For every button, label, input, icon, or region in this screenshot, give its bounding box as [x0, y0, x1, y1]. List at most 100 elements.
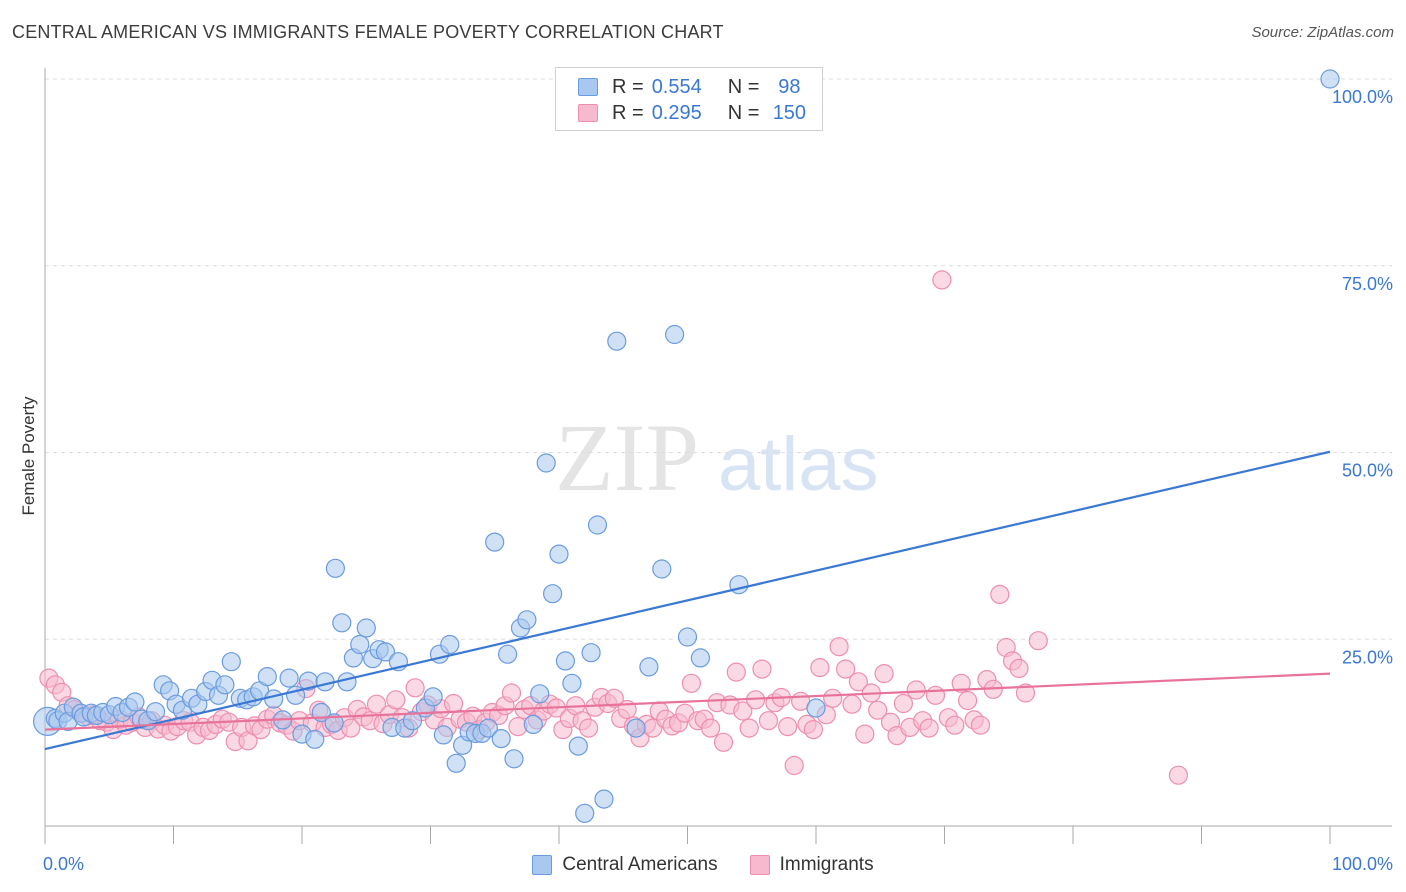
- central-americans-point: [626, 718, 646, 738]
- immigrants-point: [893, 693, 914, 714]
- central-americans-point: [257, 666, 277, 687]
- immigrants-point: [906, 680, 926, 700]
- central-americans-point: [690, 648, 711, 668]
- central-americans-trend-line: [44, 450, 1331, 751]
- immigrants-point: [951, 673, 971, 693]
- central-americans-point: [264, 689, 284, 709]
- central-americans-point: [523, 714, 543, 735]
- central-americans-point: [125, 692, 145, 712]
- immigrants-point: [726, 662, 746, 682]
- central-americans-point: [542, 584, 563, 604]
- blue-swatch: [532, 855, 553, 875]
- immigrants-point: [945, 715, 965, 735]
- central-americans-point: [145, 702, 166, 722]
- central-americans-point: [332, 613, 352, 633]
- trend-lines: [44, 450, 1331, 751]
- central-americans-point: [536, 453, 556, 473]
- immigrants-point: [700, 718, 721, 738]
- central-americans-point: [504, 749, 524, 769]
- central-americans-point: [485, 532, 505, 552]
- central-americans-point: [350, 634, 370, 655]
- immigrants-point: [970, 715, 991, 735]
- blue-swatch: [578, 78, 598, 96]
- series-legend: Central Americans Immigrants: [0, 852, 1406, 878]
- n-value: 98: [778, 75, 801, 98]
- r-label: R =: [612, 75, 644, 98]
- central-americans-point: [433, 725, 453, 745]
- x-tick-label: 0.0%: [43, 854, 84, 874]
- legend-label: Central Americans: [562, 854, 718, 875]
- central-americans-point: [562, 673, 582, 693]
- source-label: Source: ZipAtlas.com: [1251, 24, 1394, 41]
- central-americans-point: [221, 652, 241, 672]
- central-americans-point: [664, 324, 685, 345]
- central-americans-point: [215, 675, 235, 695]
- legend-item-central-americans: Central Americans: [532, 854, 718, 876]
- immigrants-point: [713, 732, 734, 752]
- central-americans-point: [498, 644, 518, 664]
- central-americans-point: [324, 713, 344, 733]
- immigrants-point: [990, 584, 1010, 605]
- central-americans-point: [440, 634, 460, 655]
- central-americans-point: [423, 687, 443, 707]
- immigrants-point: [848, 672, 869, 692]
- immigrants-point: [733, 701, 753, 721]
- central-americans-point: [517, 610, 537, 630]
- immigrants-point: [932, 270, 952, 290]
- immigrants-point: [758, 711, 779, 731]
- central-americans-point: [1320, 69, 1340, 89]
- central-americans-point: [549, 544, 569, 564]
- central-americans-point: [607, 331, 627, 351]
- legend-row-immigrants: R = 0.295 N = 150: [578, 101, 809, 125]
- central-americans-point: [375, 642, 396, 662]
- central-americans-point: [587, 515, 608, 535]
- immigrants-point: [874, 663, 894, 684]
- y-tick-label: 75.0%: [1342, 274, 1393, 294]
- central-americans-point: [555, 651, 576, 671]
- correlation-legend: R = 0.554 N = 98 R = 0.295 N = 150: [555, 67, 823, 131]
- n-label: N =: [727, 101, 760, 124]
- immigrants-point: [810, 657, 830, 678]
- immigrants-point: [957, 690, 978, 711]
- central-americans-point: [356, 618, 376, 638]
- central-americans-point: [652, 559, 672, 579]
- pink-swatch: [749, 855, 770, 875]
- axes: [44, 68, 1392, 844]
- watermark-zip: ZIP: [555, 404, 699, 511]
- immigrants-point: [835, 659, 856, 679]
- immigrants-point: [868, 700, 888, 720]
- central-americans-point: [305, 729, 325, 749]
- immigrants-point: [842, 694, 862, 714]
- central-americans-point: [530, 684, 550, 704]
- central-americans-point: [491, 728, 511, 749]
- immigrants-point: [604, 688, 624, 708]
- r-label: R =: [612, 101, 644, 124]
- immigrants-point: [405, 678, 425, 698]
- pink-swatch: [578, 104, 598, 122]
- y-tick-label: 100.0%: [1332, 87, 1393, 107]
- central-americans-point: [337, 672, 357, 692]
- immigrants-point: [925, 685, 946, 705]
- immigrants-point: [578, 718, 599, 738]
- r-value: 0.554: [651, 75, 702, 98]
- immigrants-point: [855, 724, 875, 744]
- central-americans-point: [594, 789, 614, 809]
- immigrants-point: [386, 690, 406, 710]
- central-americans-point: [478, 718, 498, 738]
- immigrants-trend-line: [44, 672, 1331, 731]
- central-americans-point: [581, 643, 601, 663]
- y-tick-label: 25.0%: [1342, 647, 1393, 667]
- watermark-atlas: atlas: [718, 422, 879, 507]
- n-value: 150: [772, 101, 807, 124]
- immigrants-point: [501, 683, 522, 703]
- legend-row-central-americans: R = 0.554 N = 98: [578, 75, 809, 99]
- immigrants-point: [1015, 683, 1036, 703]
- y-tick-label: 50.0%: [1342, 461, 1393, 481]
- immigrants-point: [739, 718, 759, 738]
- tick-labels: 25.0% 50.0% 75.0% 100.0% 0.0% 100.0%: [43, 87, 1393, 874]
- immigrants-point: [681, 673, 702, 693]
- central-americans-point: [279, 668, 299, 688]
- immigrants-point: [784, 755, 804, 776]
- immigrants-point: [919, 718, 939, 738]
